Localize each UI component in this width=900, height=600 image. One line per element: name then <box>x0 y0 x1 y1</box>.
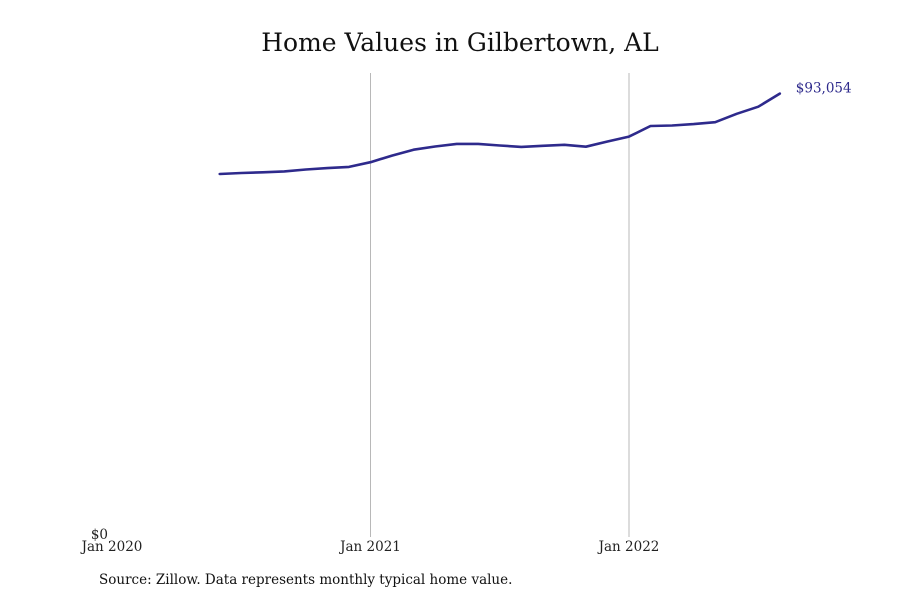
chart-title: Home Values in Gilbertown, AL <box>261 28 659 57</box>
x-tick-label: Jan 2022 <box>597 539 660 555</box>
source-note: Source: Zillow. Data represents monthly … <box>99 572 513 588</box>
y-tick-label: $0 <box>91 527 108 543</box>
series-line <box>218 92 782 176</box>
end-value-label: $93,054 <box>796 81 852 97</box>
x-tick-label: Jan 2020 <box>80 539 143 555</box>
x-tick-label: Jan 2021 <box>338 539 401 555</box>
